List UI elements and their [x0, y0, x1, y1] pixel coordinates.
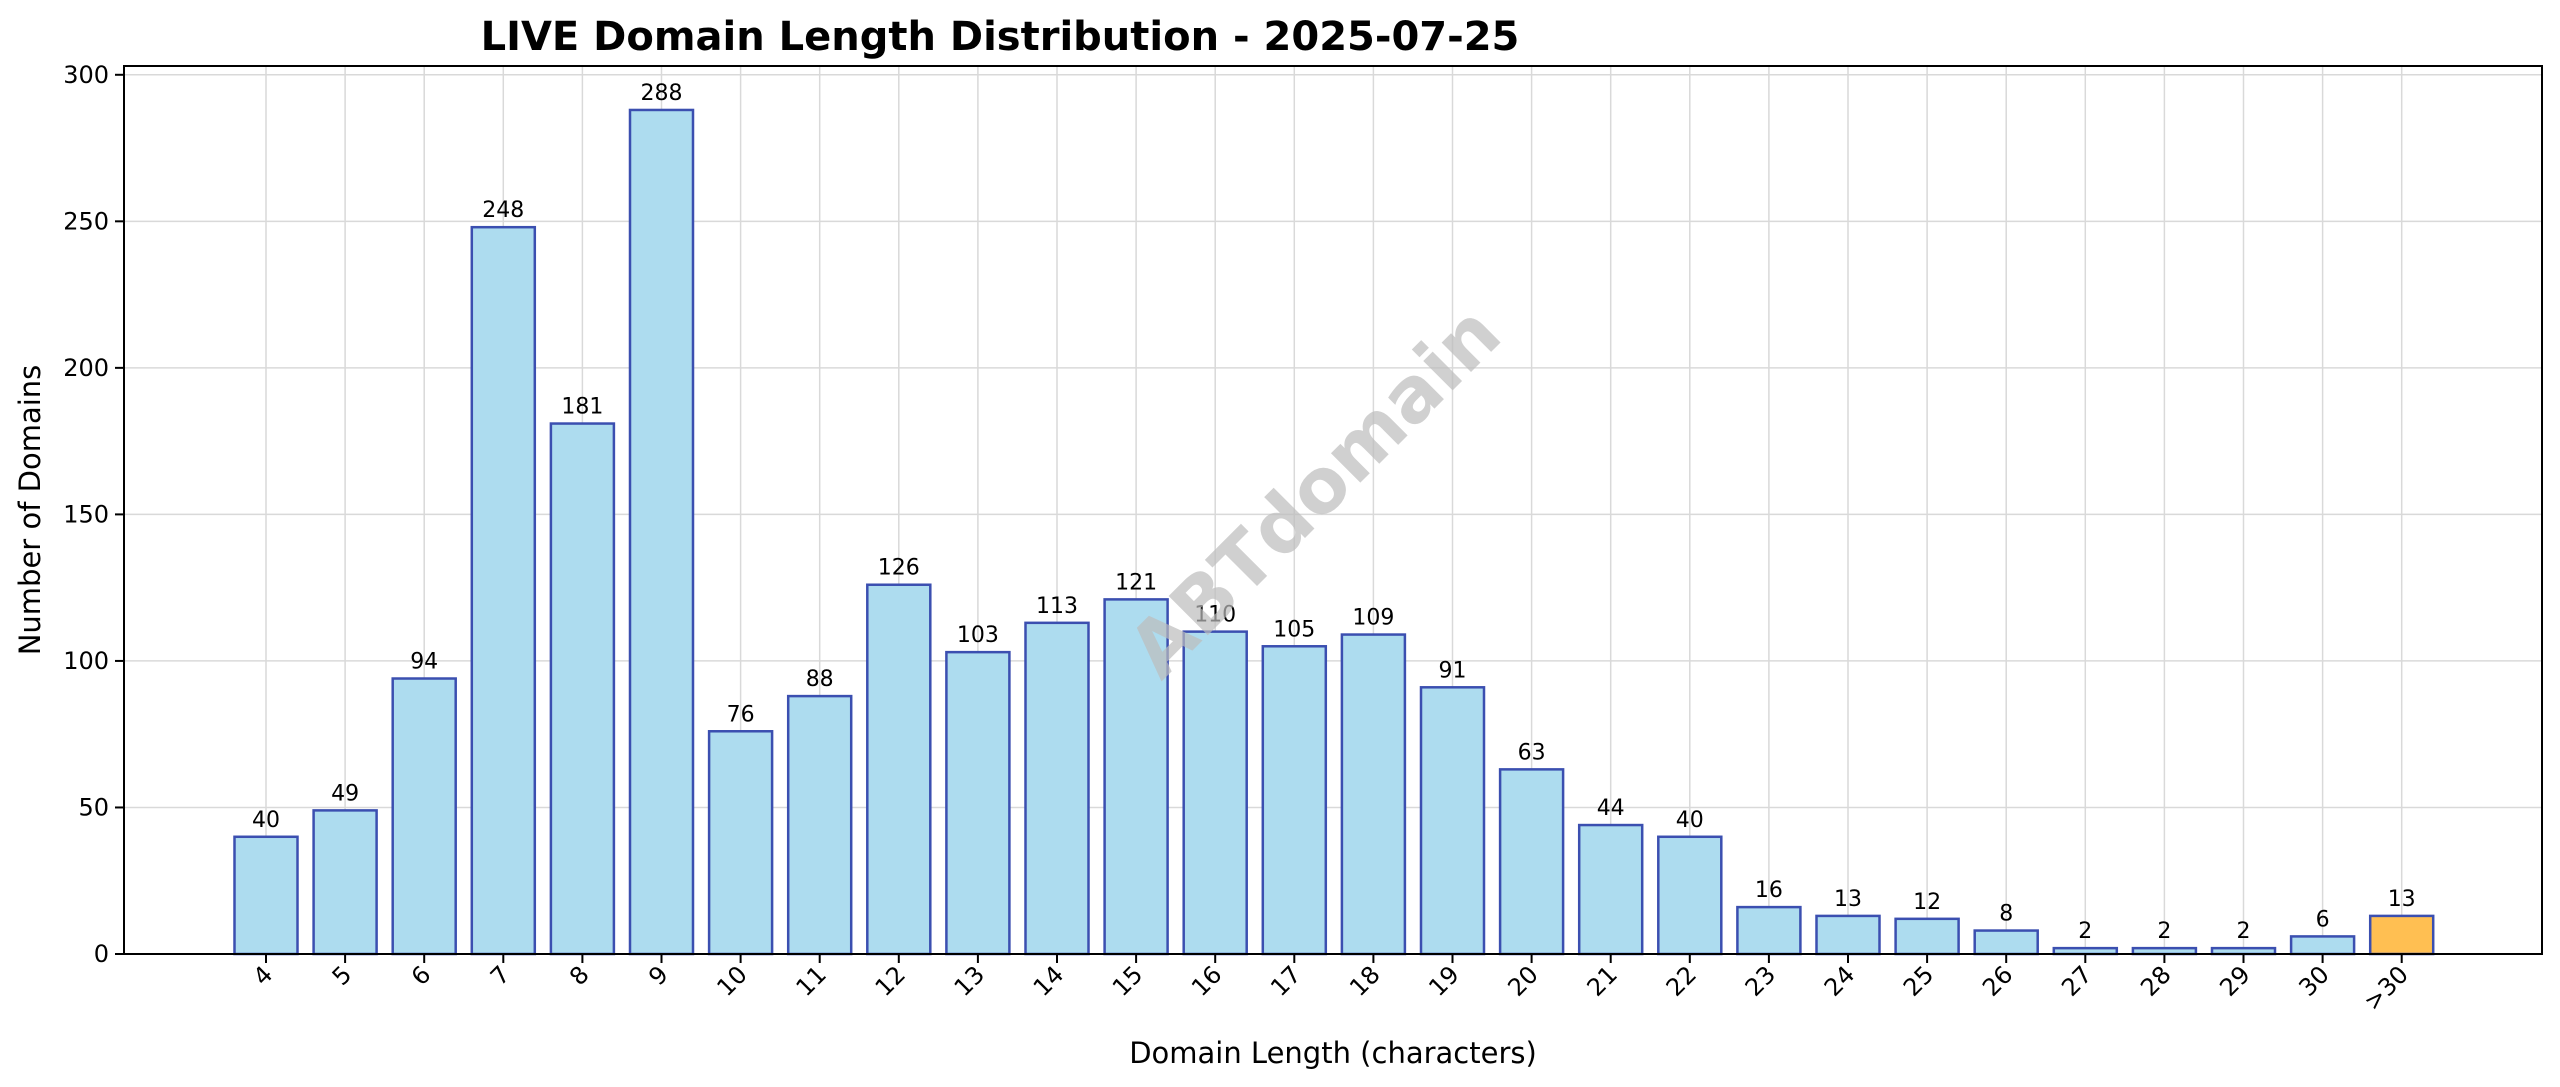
x-tick-label: 29: [2214, 960, 2255, 1001]
data-label: 109: [1352, 606, 1394, 631]
bar-13: [945, 650, 1011, 956]
x-tick-label: 13: [949, 960, 990, 1001]
x-tick-label: >30: [2358, 960, 2414, 1016]
x-axis: 4 5 6 7 8 9 10 11 12 13 14 15 16 17 18 19 20 21 22 23 24 25 26…: [248, 954, 2414, 1016]
y-axis: 0 50 100 150 200 250 300: [63, 61, 124, 968]
data-label: 103: [957, 623, 999, 648]
data-label: 126: [878, 556, 920, 581]
data-label: 44: [1597, 796, 1625, 821]
bar-9: [628, 108, 695, 956]
x-tick-label: 15: [1107, 960, 1148, 1001]
x-tick-label: 12: [870, 960, 911, 1001]
x-tick-label: 14: [1028, 960, 1069, 1001]
bar-10: [707, 730, 774, 956]
data-label: 288: [641, 81, 683, 106]
x-tick-label: 10: [711, 960, 752, 1001]
bar-24: [1815, 914, 1881, 956]
data-label: 2: [2237, 919, 2251, 944]
data-label: 110: [1194, 603, 1236, 628]
data-label: 13: [2388, 887, 2416, 912]
data-label: 40: [252, 808, 280, 833]
bar-30: [2289, 935, 2356, 956]
data-label: 6: [2316, 907, 2330, 932]
data-label: 8: [1999, 902, 2013, 927]
bar-19: [1419, 686, 1486, 956]
x-tick-label: 22: [1661, 960, 1702, 1001]
x-tick-label: 21: [1582, 960, 1623, 1001]
y-tick-label: 250: [63, 207, 109, 235]
data-label: 76: [727, 702, 755, 727]
y-tick-label: 50: [78, 793, 109, 821]
data-label: 181: [561, 395, 603, 420]
x-tick-label: 25: [1898, 960, 1939, 1001]
data-label: 248: [482, 198, 524, 223]
bar-12: [866, 583, 932, 956]
bar-4: [233, 835, 299, 956]
bar-22: [1657, 835, 1723, 956]
bar-21: [1577, 823, 1644, 956]
bar-16: [1182, 630, 1248, 956]
bar-25: [1894, 917, 1960, 956]
data-label: 113: [1036, 594, 1078, 619]
data-label: 12: [1913, 890, 1941, 915]
x-tick-label: 4: [248, 960, 279, 991]
x-axis-label: Domain Length (characters): [1129, 1036, 1537, 1070]
data-label: 40: [1676, 808, 1704, 833]
data-label: 91: [1439, 658, 1467, 683]
x-tick-label: 17: [1265, 960, 1306, 1001]
x-tick-label: 16: [1186, 960, 1227, 1001]
data-label: 88: [806, 667, 834, 692]
x-tick-label: 8: [564, 960, 595, 991]
x-tick-label: 9: [643, 960, 674, 991]
data-label: 2: [2157, 919, 2171, 944]
x-tick-label: 28: [2135, 960, 2176, 1001]
data-label: 49: [331, 781, 359, 806]
x-tick-label: 18: [1344, 960, 1385, 1001]
bar-14: [1024, 621, 1090, 956]
x-tick-label: 6: [406, 960, 437, 991]
bar-18: [1340, 633, 1407, 956]
x-tick-label: 30: [2293, 960, 2334, 1001]
y-tick-label: 0: [94, 940, 109, 968]
data-label: 13: [1834, 887, 1862, 912]
bar-8: [549, 422, 616, 956]
data-label: 63: [1518, 740, 1546, 765]
x-tick-label: 7: [485, 960, 516, 991]
plot-frame: [123, 65, 2543, 955]
data-label: 105: [1273, 617, 1315, 642]
x-tick-label: 26: [1977, 960, 2018, 1001]
x-tick-label: 27: [2056, 960, 2097, 1001]
bar-17: [1261, 645, 1328, 956]
x-tick-label: 20: [1502, 960, 1543, 1001]
bar-20: [1498, 768, 1565, 956]
bar-23: [1736, 905, 1802, 956]
bars: [233, 108, 2435, 956]
bar-11: [786, 694, 853, 956]
bar-7: [470, 225, 537, 956]
data-label: 94: [410, 650, 438, 675]
bar-5: [312, 809, 378, 956]
x-tick-label: 23: [1740, 960, 1781, 1001]
y-tick-label: 200: [63, 354, 109, 382]
bar-26: [1973, 929, 2039, 956]
x-tick-label: 11: [791, 960, 832, 1001]
y-tick-label: 150: [63, 500, 109, 528]
x-tick-label: 24: [1819, 960, 1860, 1001]
y-tick-label: 100: [63, 647, 109, 675]
data-label: 121: [1115, 570, 1157, 595]
bar-6: [391, 677, 457, 956]
data-label: 16: [1755, 878, 1783, 903]
bar-15: [1103, 598, 1169, 956]
x-tick-label: 5: [327, 960, 358, 991]
data-label: 2: [2078, 919, 2092, 944]
y-axis-label: Number of Domains: [13, 365, 47, 656]
x-tick-label: 19: [1423, 960, 1464, 1001]
bar->30: [2368, 914, 2435, 956]
chart-title: LIVE Domain Length Distribution - 2025-0…: [481, 14, 1520, 60]
y-tick-label: 300: [63, 61, 109, 89]
